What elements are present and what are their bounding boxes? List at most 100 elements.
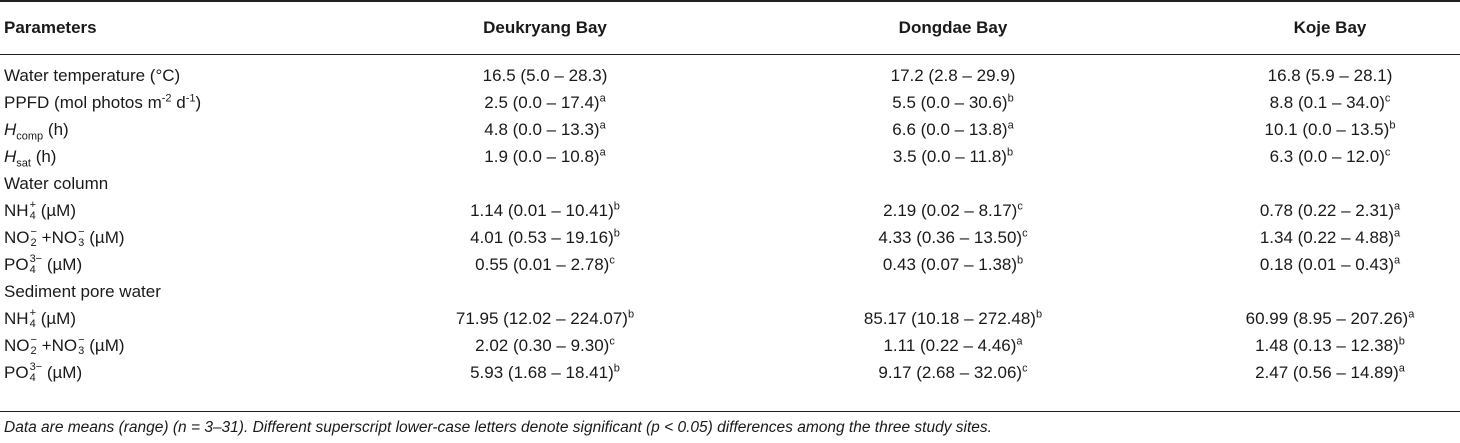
header-rule: [0, 54, 1460, 55]
bottom-rule: [0, 411, 1460, 412]
significance-letter: b: [627, 308, 635, 321]
parameter-label: Water temperature (°C): [4, 66, 181, 85]
value-cell-site-3: 8.8 (0.1 – 34.0)c: [1155, 89, 1460, 116]
ion-formula: PO: [4, 363, 29, 382]
value-text: 1.9 (0.0 – 10.8): [484, 147, 600, 166]
header-koje-bay: Koje Bay: [1293, 18, 1367, 37]
ion-charge: −: [78, 225, 85, 238]
significance-letter: a: [1394, 227, 1401, 240]
ion-formula: NH: [4, 201, 29, 220]
parameter-cell: PPFD (mol photos m-2 d-1): [4, 89, 201, 116]
ion-unit: (µM): [36, 309, 77, 328]
value-cell-site-2: 85.17 (10.18 – 272.48)b: [778, 305, 1128, 332]
table-row: NH +4 (µM) 1.14 (0.01 – 10.41)b 2.19 (0.02 …: [0, 197, 1460, 224]
parameter-unit: (h): [43, 120, 69, 139]
table-row: NO −2 +NO −3 (µM) 2.02 (0.30 – 9.30)c 1.11 (…: [0, 332, 1460, 359]
ion-formula: PO: [4, 255, 29, 274]
ion-charge-stack: +4: [30, 199, 36, 222]
footnote-post: < 0.05) differences among the three stud…: [659, 419, 992, 436]
parameter-cell: Hcomp (h): [4, 116, 69, 143]
significance-letter: b: [1035, 308, 1043, 321]
significance-letter: a: [1408, 308, 1415, 321]
ion-charge: −: [78, 333, 85, 346]
value-text: 9.17 (2.68 – 32.06): [878, 363, 1023, 382]
value-cell-site-1: 16.5 (5.0 – 28.3): [370, 62, 720, 89]
value-cell-site-3: 0.78 (0.22 – 2.31)a: [1155, 197, 1460, 224]
parameter-cell: NH +4 (µM): [4, 305, 76, 332]
significance-letter: a: [1394, 254, 1401, 267]
parameter-label: PPFD (mol photos m: [4, 93, 162, 112]
value-text: 5.5 (0.0 – 30.6): [892, 93, 1008, 112]
ion-charge: +: [29, 306, 36, 319]
ion-charge: −: [30, 225, 37, 238]
value-cell-site-2: 9.17 (2.68 – 32.06)c: [778, 359, 1128, 386]
ion-unit: (µM): [42, 363, 83, 382]
significance-letter: a: [1007, 119, 1014, 132]
value-cell-site-2: 2.19 (0.02 – 8.17)c: [778, 197, 1128, 224]
parameter-subscript: comp: [16, 130, 44, 143]
value-cell-site-3: 0.18 (0.01 – 0.43)a: [1155, 251, 1460, 278]
significance-letter: b: [613, 227, 620, 240]
value-text: 4.33 (0.36 – 13.50): [878, 228, 1023, 247]
footnote-mid: = 3–31). Different superscript lower-cas…: [186, 419, 652, 436]
significance-letter: b: [1389, 119, 1396, 132]
parameter-cell: NO −2 +NO −3 (µM): [4, 332, 125, 359]
value-cell-site-1: 1.14 (0.01 – 10.41)b: [370, 197, 720, 224]
value-cell-site-3: 16.8 (5.9 – 28.1): [1155, 62, 1460, 89]
parameter-label-post: ): [195, 93, 202, 112]
ion-formula: NH: [4, 309, 29, 328]
value-text: 60.99 (8.95 – 207.26): [1245, 309, 1409, 328]
header-parameters: Parameters: [4, 18, 97, 37]
value-cell-site-3: 10.1 (0.0 – 13.5)b: [1155, 116, 1460, 143]
table-header-row: Parameters Deukryang Bay Dongdae Bay Koj…: [0, 14, 1460, 41]
value-text: 2.02 (0.30 – 9.30): [475, 336, 610, 355]
ion-unit: (µM): [36, 201, 77, 220]
ion-count: 3: [78, 236, 85, 249]
value-text: 10.1 (0.0 – 13.5): [1264, 120, 1390, 139]
value-cell-site-1: 5.93 (1.68 – 18.41)b: [370, 359, 720, 386]
value-text: 0.18 (0.01 – 0.43): [1259, 255, 1395, 274]
significance-letter: b: [613, 200, 620, 213]
value-cell-site-2: 17.2 (2.8 – 29.9): [778, 62, 1128, 89]
parameter-subscript: sat: [16, 157, 31, 170]
significance-letter: b: [1017, 254, 1024, 267]
value-text: 1.48 (0.13 – 12.38): [1255, 336, 1399, 355]
value-cell-site-3: 2.47 (0.56 – 14.89)a: [1155, 359, 1460, 386]
table-row: PO 3− 4 (µM) 5.93 (1.68 – 18.41)b 9.17 (2.68…: [0, 359, 1460, 386]
table-row: NO −2 +NO −3 (µM) 4.01 (0.53 – 19.16)b 4.33 …: [0, 224, 1460, 251]
parameter-cell: PO 3− 4 (µM): [4, 359, 82, 386]
value-text: 6.6 (0.0 – 13.8): [892, 120, 1008, 139]
value-text: 5.93 (1.68 – 18.41): [470, 363, 614, 382]
ion-formula-2: +NO: [36, 336, 78, 355]
header-dongdae-bay: Dongdae Bay: [898, 18, 1008, 37]
significance-letter: a: [1016, 335, 1023, 348]
value-text: 2.19 (0.02 – 8.17): [883, 201, 1018, 220]
value-cell-site-2: 5.5 (0.0 – 30.6)b: [778, 89, 1128, 116]
significance-letter: a: [599, 146, 606, 159]
section-label: Water column: [4, 174, 109, 193]
value-cell-site-2: 3.5 (0.0 – 11.8)b: [778, 143, 1128, 170]
table-row: Hcomp (h) 4.8 (0.0 – 13.3)a 6.6 (0.0 – 13.…: [0, 116, 1460, 143]
parameter-cell: Water temperature (°C): [4, 62, 180, 89]
ion-count: 2: [30, 344, 37, 357]
table-row: Water column: [0, 170, 1460, 197]
footnote-pre: Data are means (range) (: [4, 419, 179, 436]
value-text: 16.5 (5.0 – 28.3): [482, 66, 608, 85]
parameter-cell: Sediment pore water: [4, 278, 161, 305]
footnote-p: p: [651, 419, 660, 436]
table-row: PO 3− 4 (µM) 0.55 (0.01 – 2.78)c 0.43 (0.07 …: [0, 251, 1460, 278]
ion-count: 3: [78, 344, 85, 357]
section-label: Sediment pore water: [4, 282, 161, 301]
value-text: 0.78 (0.22 – 2.31): [1259, 201, 1395, 220]
ion-charge-stack: 3− 4: [29, 361, 43, 384]
significance-letter: c: [1384, 146, 1391, 159]
value-cell-site-1: 4.8 (0.0 – 13.3)a: [370, 116, 720, 143]
table-row: Sediment pore water: [0, 278, 1460, 305]
ion-charge-stack: +4: [29, 306, 36, 330]
significance-letter: b: [1007, 92, 1014, 105]
header-deukryang-bay: Deukryang Bay: [483, 18, 607, 37]
ion-count: 4: [29, 371, 36, 384]
value-cell-site-2: 6.6 (0.0 – 13.8)a: [778, 116, 1128, 143]
significance-letter: c: [1384, 92, 1391, 105]
parameter-symbol: H: [4, 147, 17, 166]
